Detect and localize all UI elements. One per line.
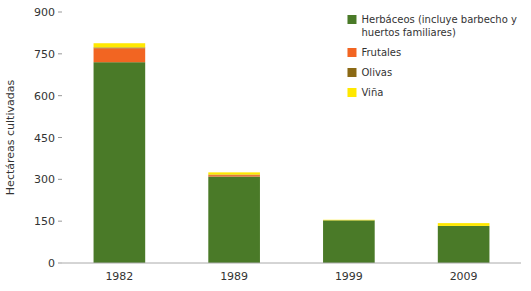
- bar-segment: [94, 43, 146, 47]
- y-tick: [58, 53, 62, 54]
- bar-segment: [208, 175, 260, 176]
- y-tick-label: 300: [34, 173, 55, 186]
- y-tick-label: 750: [34, 48, 55, 61]
- y-tick: [58, 179, 62, 180]
- y-tick: [58, 221, 62, 222]
- bar-segment: [438, 226, 490, 263]
- x-axis-line: [62, 263, 521, 264]
- bar-segment: [208, 177, 260, 263]
- legend-swatch: [347, 88, 356, 97]
- y-tick-label: 600: [34, 90, 55, 103]
- bar-segment: [323, 219, 375, 221]
- x-axis: 1982 1989 1999 2009: [62, 263, 521, 283]
- y-axis: 0 150 300 450 600 750 900: [34, 6, 62, 270]
- y-tick: [58, 95, 62, 96]
- legend-item: Viña: [347, 87, 383, 98]
- legend-label: Herbáceos (incluye barbecho yhuertos fam…: [361, 14, 517, 38]
- chart-container: 0 150 300 450 600 750 900 Hectáreas cultivadas 1…: [0, 0, 531, 291]
- x-tick-label: 2009: [450, 270, 478, 283]
- chart: 0 150 300 450 600 750 900 Hectáreas cultivadas 1…: [0, 0, 531, 291]
- legend-swatch: [347, 15, 356, 24]
- y-tick: [58, 263, 62, 264]
- legend-swatch: [347, 48, 356, 57]
- bar-segment: [323, 220, 375, 221]
- legend-item: Olivas: [347, 67, 392, 78]
- bar-segment: [323, 220, 375, 263]
- x-tick-label: 1999: [335, 270, 363, 283]
- y-tick-label: 450: [34, 132, 55, 145]
- y-tick-label: 0: [48, 257, 55, 270]
- bar-segment: [438, 223, 490, 226]
- legend-label: Olivas: [361, 67, 392, 78]
- legend-swatch: [347, 68, 356, 77]
- y-tick-label: 900: [34, 6, 55, 19]
- legend: Herbáceos (incluye barbecho yhuertos fam…: [347, 14, 517, 98]
- legend-item: Frutales: [347, 47, 401, 58]
- bar-segment: [94, 62, 146, 263]
- bar-segment: [208, 172, 260, 174]
- y-axis-label: Hectáreas cultivadas: [4, 80, 17, 196]
- legend-label: Frutales: [361, 47, 401, 58]
- bars: [94, 43, 490, 263]
- bar-segment: [94, 48, 146, 62]
- y-tick: [58, 12, 62, 13]
- x-tick-label: 1982: [105, 270, 133, 283]
- y-tick: [58, 137, 62, 138]
- x-tick-label: 1989: [220, 270, 248, 283]
- bar-segment: [323, 220, 375, 221]
- legend-item: Herbáceos (incluye barbecho yhuertos fam…: [347, 14, 517, 38]
- y-tick-label: 150: [34, 215, 55, 228]
- legend-label: Viña: [361, 87, 383, 98]
